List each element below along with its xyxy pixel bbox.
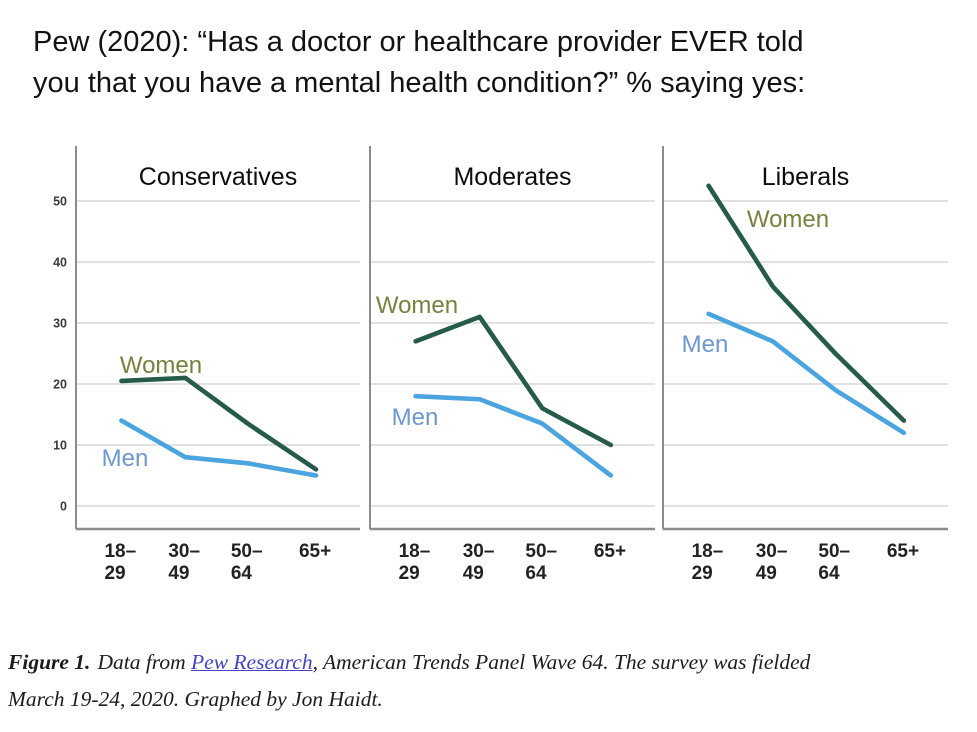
x-tick-label: 49 [756, 563, 777, 584]
x-tick-label: 29 [399, 563, 420, 584]
x-tick-label: 30– [168, 541, 200, 562]
caption-text-before-link: Data from [97, 650, 192, 674]
men-line [119, 418, 319, 478]
x-tick-label: 29 [104, 563, 125, 584]
panel-moderates: Moderates Women Men 18–29 30–49 50–64 65+ [369, 146, 655, 584]
x-tick-label: 49 [463, 563, 484, 584]
x-tick-label: 50– [525, 541, 557, 562]
x-tick-label: 64 [818, 563, 840, 584]
figure-caption: Figure 1. Data from Pew Research, America… [8, 644, 968, 718]
y-tick-label: 30 [53, 317, 67, 331]
x-tick-label: 18– [104, 541, 136, 562]
men-series-label: Men [102, 445, 149, 472]
panel-title: Conservatives [139, 163, 297, 191]
figure-title: Pew (2020): “Has a doctor or healthcare … [33, 22, 963, 104]
figure-title-line-1: Pew (2020): “Has a doctor or healthcare … [33, 26, 804, 58]
women-series-label: Women [120, 352, 202, 379]
x-tick-label: 65+ [299, 541, 331, 562]
panel-title: Moderates [453, 163, 571, 191]
women-line [413, 314, 614, 448]
women-series-label: Women [376, 292, 458, 319]
x-tick-label: 30– [756, 541, 788, 562]
caption-text-after-link: , American Trends Panel Wave 64. The sur… [312, 650, 811, 674]
women-line [119, 375, 319, 472]
chart: ConservativesWomenMen18–2930–4950–6465+0… [53, 146, 948, 584]
women-series-label: Women [747, 206, 829, 233]
x-tick-label: 50– [231, 541, 263, 562]
y-tick-label: 50 [53, 195, 67, 209]
x-tick-label: 50– [818, 541, 850, 562]
pew-research-link[interactable]: Pew Research [191, 650, 313, 674]
caption-figure-label: Figure 1. [8, 650, 91, 674]
x-tick-label: 65+ [887, 541, 919, 562]
panel-liberals: Liberals Women Men 18–29 30–49 50–64 65+ [662, 146, 948, 584]
women-line [706, 183, 907, 423]
y-tick-label: 10 [53, 439, 67, 453]
y-tick-label: 0 [60, 500, 67, 514]
caption-line-2: March 19-24, 2020. Graphed by Jon Haidt. [8, 687, 383, 711]
x-tick-label: 65+ [594, 541, 626, 562]
men-line [413, 393, 614, 478]
x-tick-label: 18– [692, 541, 724, 562]
panel-conservatives: Conservatives Women Men 18–29 30–49 50–64 65+ [75, 146, 360, 584]
men-line [706, 311, 907, 436]
men-series-label: Men [392, 404, 439, 431]
figure-title-line-2: you that you have a mental health condit… [33, 67, 806, 99]
y-tick-label: 20 [53, 378, 67, 392]
x-tick-label: 49 [168, 563, 189, 584]
men-series-label: Men [682, 331, 729, 358]
x-tick-label: 64 [525, 563, 547, 584]
y-tick-label: 40 [53, 256, 67, 270]
x-tick-label: 18– [399, 541, 431, 562]
panel-title: Liberals [762, 163, 850, 191]
x-tick-label: 29 [692, 563, 713, 584]
x-tick-label: 30– [463, 541, 495, 562]
x-tick-label: 64 [231, 563, 253, 584]
